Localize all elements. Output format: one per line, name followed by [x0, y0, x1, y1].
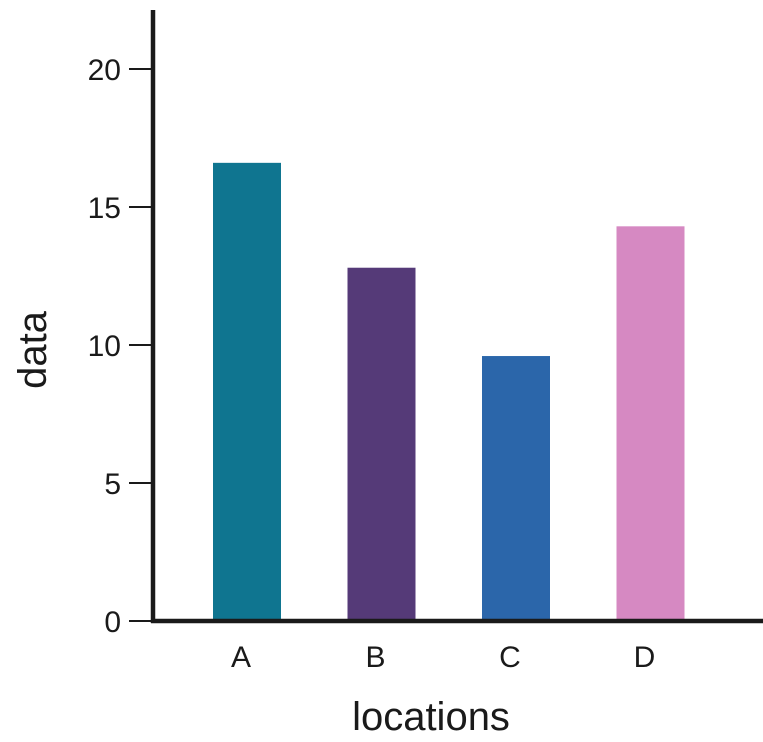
x-tick-label-b: B: [365, 641, 385, 674]
bar-b: [347, 267, 416, 621]
x-axis-ticks: A B C D: [231, 641, 655, 674]
x-tick-label-c: C: [499, 641, 521, 674]
x-axis-title: locations: [352, 695, 510, 739]
bar-a: [213, 162, 281, 621]
x-tick-label-a: A: [231, 641, 251, 674]
y-tick-label-20: 20: [88, 54, 121, 87]
bars-layer: [213, 162, 685, 621]
y-tick-label-0: 0: [104, 606, 121, 639]
y-tick-label-15: 15: [88, 192, 121, 225]
y-tick-label-10: 10: [88, 330, 121, 363]
y-axis-title: data: [11, 310, 55, 389]
y-tick-label-5: 5: [104, 468, 121, 501]
y-axis-ticks: 0 5 10 15 20: [88, 54, 153, 639]
bar-c: [482, 356, 550, 621]
bar-d: [616, 226, 685, 621]
x-tick-label-d: D: [634, 641, 656, 674]
